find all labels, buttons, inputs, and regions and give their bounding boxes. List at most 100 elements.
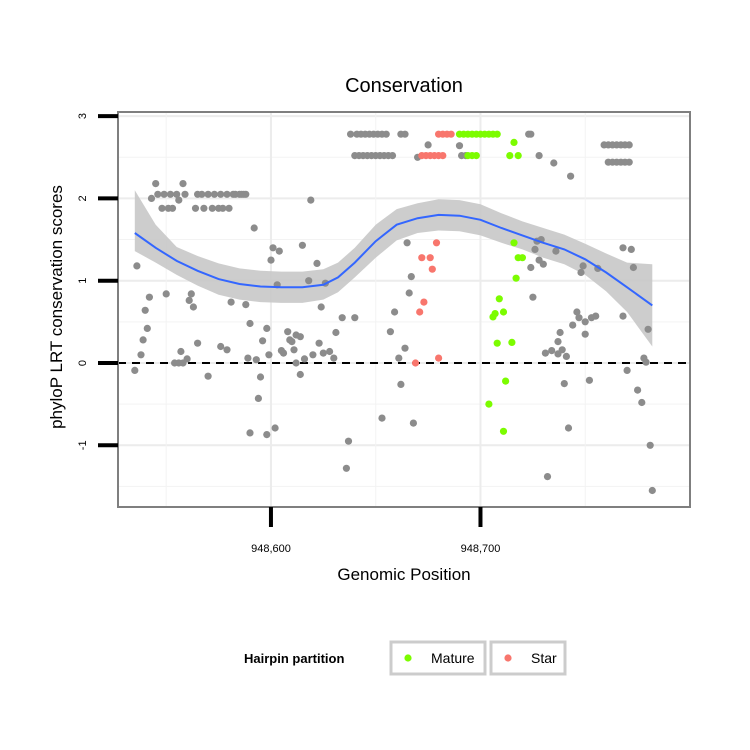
point-other xyxy=(200,204,208,212)
plot-background xyxy=(118,112,690,507)
point-other xyxy=(263,324,271,332)
point-other xyxy=(189,303,197,311)
point-other xyxy=(550,159,558,167)
point-mature xyxy=(510,239,518,247)
point-mature xyxy=(506,152,514,160)
point-other xyxy=(313,259,321,267)
point-other xyxy=(409,419,417,427)
point-star xyxy=(439,152,447,160)
point-other xyxy=(290,346,298,354)
y-tick-label: 3 xyxy=(77,113,89,119)
point-other xyxy=(194,339,202,347)
x-tick-label: 948,600 xyxy=(251,543,291,555)
point-other xyxy=(162,290,170,298)
point-other xyxy=(401,130,409,138)
point-other xyxy=(307,196,315,204)
point-other xyxy=(319,349,327,357)
point-other xyxy=(275,247,283,255)
point-other xyxy=(642,358,650,366)
plot-panel xyxy=(117,111,691,508)
point-other xyxy=(137,351,145,359)
point-mature xyxy=(491,310,499,318)
point-other xyxy=(139,336,147,344)
point-mature xyxy=(495,295,503,303)
point-other xyxy=(173,190,181,198)
point-other xyxy=(198,190,206,198)
point-other xyxy=(625,158,633,166)
point-other xyxy=(225,204,233,212)
point-other xyxy=(179,180,187,188)
point-other xyxy=(543,473,552,481)
point-other xyxy=(646,441,654,449)
point-other xyxy=(564,424,573,432)
point-other xyxy=(629,263,638,272)
point-other xyxy=(147,194,156,202)
chart-title: Conservation xyxy=(345,75,463,97)
legend-title: Hairpin partition xyxy=(244,651,344,666)
point-star xyxy=(428,265,436,273)
point-other xyxy=(298,241,306,249)
point-other xyxy=(455,142,464,150)
point-mature xyxy=(512,274,520,282)
point-other xyxy=(168,204,177,212)
point-mature xyxy=(502,377,510,385)
point-other xyxy=(527,263,535,272)
point-other xyxy=(305,277,313,285)
point-other xyxy=(378,414,386,422)
point-other xyxy=(531,245,539,253)
point-other xyxy=(627,245,635,253)
point-other xyxy=(527,130,535,138)
point-other xyxy=(560,380,568,388)
y-axis-title: phyloP LRT conservation scores xyxy=(47,185,66,429)
point-other xyxy=(575,314,583,322)
point-other xyxy=(351,314,359,322)
point-other xyxy=(554,338,562,346)
point-other xyxy=(405,289,413,297)
point-other xyxy=(131,366,139,374)
point-other xyxy=(181,190,189,198)
point-mature xyxy=(493,339,501,347)
y-axis: 3 2 1 0 -1 xyxy=(77,113,118,450)
point-other xyxy=(623,366,631,374)
point-other xyxy=(242,190,250,198)
point-other xyxy=(317,303,325,311)
gridlines xyxy=(118,112,690,507)
point-star xyxy=(447,130,455,138)
x-tick-label: 948,700 xyxy=(461,543,501,555)
point-star xyxy=(432,239,441,247)
point-other xyxy=(638,398,646,407)
point-star xyxy=(418,254,426,262)
point-other xyxy=(141,306,149,314)
point-star xyxy=(411,359,420,367)
legend-key-star xyxy=(489,640,567,676)
point-other xyxy=(634,386,642,394)
point-other xyxy=(154,190,162,198)
point-other xyxy=(265,351,273,359)
legend-dot-mature xyxy=(404,654,412,662)
point-other xyxy=(187,290,195,298)
point-other xyxy=(244,354,252,362)
point-other xyxy=(344,437,353,445)
data-points xyxy=(131,130,656,495)
point-other xyxy=(223,346,231,354)
point-other xyxy=(145,293,153,301)
y-tick-label: 0 xyxy=(77,360,89,366)
point-other xyxy=(284,328,292,336)
point-other xyxy=(619,312,627,320)
point-other xyxy=(166,190,174,198)
point-other xyxy=(296,370,304,379)
point-star xyxy=(435,354,443,362)
point-other xyxy=(263,431,271,439)
y-tick-label: 1 xyxy=(77,278,89,284)
point-other xyxy=(326,347,334,356)
point-mature xyxy=(499,308,508,316)
point-other xyxy=(208,204,216,212)
point-other xyxy=(300,355,309,363)
point-other xyxy=(407,273,415,281)
point-other xyxy=(403,239,411,247)
smooth-trend-line xyxy=(134,213,653,307)
point-mature xyxy=(493,130,501,138)
point-other xyxy=(210,190,218,198)
point-mature xyxy=(514,152,522,160)
